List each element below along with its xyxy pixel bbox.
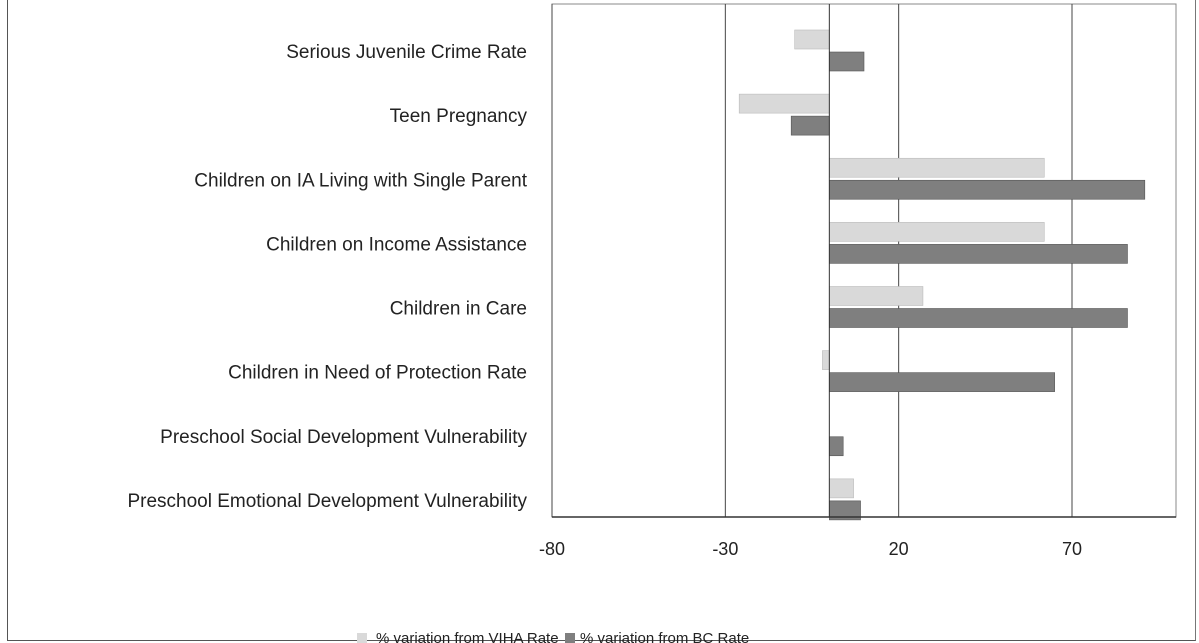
category-label-5: Children in Need of Protection Rate xyxy=(228,363,527,384)
category-label-0: Serious Juvenile Crime Rate xyxy=(286,42,527,63)
x-tick-label-2: 20 xyxy=(889,539,909,559)
category-label-6: Preschool Social Development Vulnerabili… xyxy=(160,427,527,448)
bar-s0-c7 xyxy=(829,478,854,499)
category-label-2: Children on IA Living with Single Parent xyxy=(194,170,527,191)
bar-s1-c3 xyxy=(829,244,1128,264)
bar-s0-c0 xyxy=(794,29,830,50)
chart-frame xyxy=(7,0,1196,641)
x-tick-label-1: -30 xyxy=(712,539,738,559)
bar-s0-c3 xyxy=(829,222,1045,242)
category-labels: Serious Juvenile Crime Rate Teen Pregnanc… xyxy=(127,42,527,512)
bar-s0-c1 xyxy=(738,93,830,114)
bar-s1-c2 xyxy=(829,179,1146,200)
bar-s1-c0 xyxy=(829,51,865,72)
x-tick-labels: -80 -30 20 70 xyxy=(539,539,1082,559)
bar-s1-c4 xyxy=(829,308,1128,328)
x-tick-label-0: -80 xyxy=(539,539,565,559)
category-label-3: Children on Income Assistance xyxy=(266,234,527,255)
legend: % variation from VIHA Rate % variation f… xyxy=(357,630,749,643)
category-label-4: Children in Care xyxy=(390,299,527,320)
bars xyxy=(738,29,1146,521)
legend-swatch-bc xyxy=(565,633,575,643)
category-label-1: Teen Pregnancy xyxy=(390,106,528,127)
bar-s1-c1 xyxy=(790,115,830,136)
legend-label-bc: % variation from BC Rate xyxy=(580,630,749,643)
bar-s0-c2 xyxy=(829,157,1045,178)
category-label-7: Preschool Emotional Development Vulnerab… xyxy=(127,491,527,512)
bar-s0-c5 xyxy=(822,350,830,370)
x-tick-label-3: 70 xyxy=(1062,539,1082,559)
legend-swatch-viha xyxy=(357,633,367,643)
legend-label-viha: % variation from VIHA Rate xyxy=(376,630,559,643)
bar-s1-c5 xyxy=(829,372,1055,392)
bar-s0-c4 xyxy=(829,286,924,306)
bar-s1-c6 xyxy=(829,436,844,457)
